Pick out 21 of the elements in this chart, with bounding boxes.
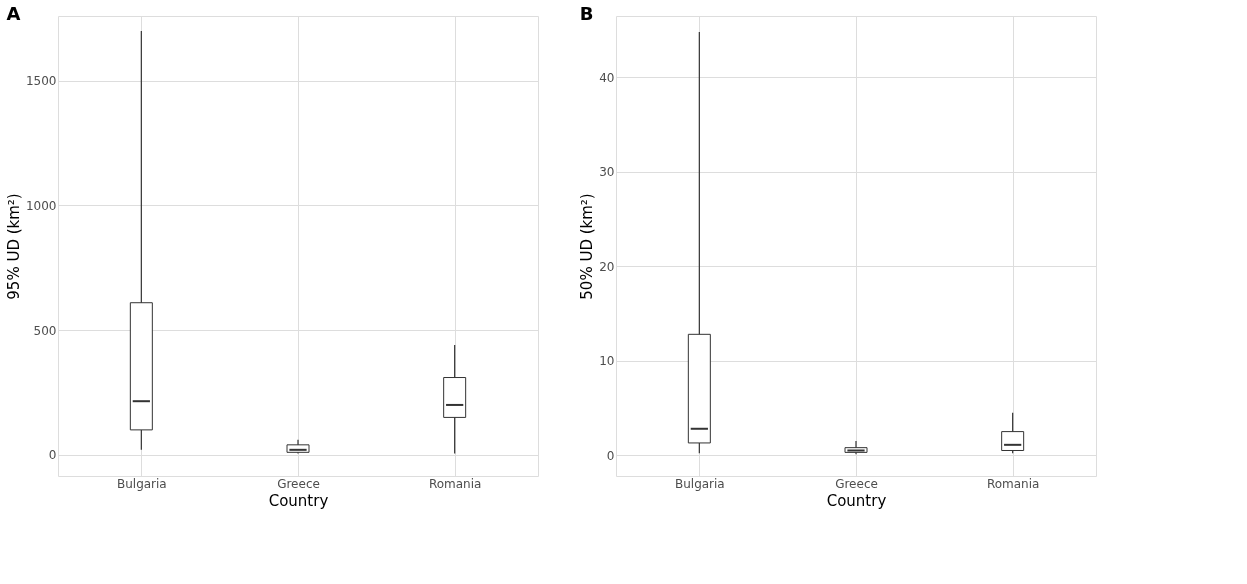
x-tick-label: Greece (835, 476, 878, 491)
y-tick-label: 1500 (25, 74, 57, 89)
y-axis-title: 95% UD (km²) (4, 193, 23, 300)
x-axis-title: Country (826, 491, 887, 510)
x-axis-title: Country (268, 491, 329, 510)
y-tick-label: 40 (599, 70, 615, 85)
y-tick-label: 20 (599, 259, 615, 274)
y-axis-title: 50% UD (km²) (578, 193, 597, 300)
y-tick-label: 0 (606, 448, 615, 463)
x-tick-label: Greece (277, 476, 320, 491)
y-tick-label: 1000 (25, 198, 57, 213)
y-tick-label: 500 (33, 323, 57, 338)
chart-title: B (579, 3, 594, 24)
y-tick-label: 10 (599, 354, 615, 369)
x-tick-label: Romania (986, 476, 1040, 491)
y-tick-label: 30 (599, 165, 615, 180)
x-tick-label: Bulgaria (674, 476, 725, 491)
chart-title: A (6, 3, 21, 24)
y-tick-label: 0 (48, 448, 57, 463)
x-tick-label: Romania (428, 476, 482, 491)
x-tick-label: Bulgaria (116, 476, 167, 491)
